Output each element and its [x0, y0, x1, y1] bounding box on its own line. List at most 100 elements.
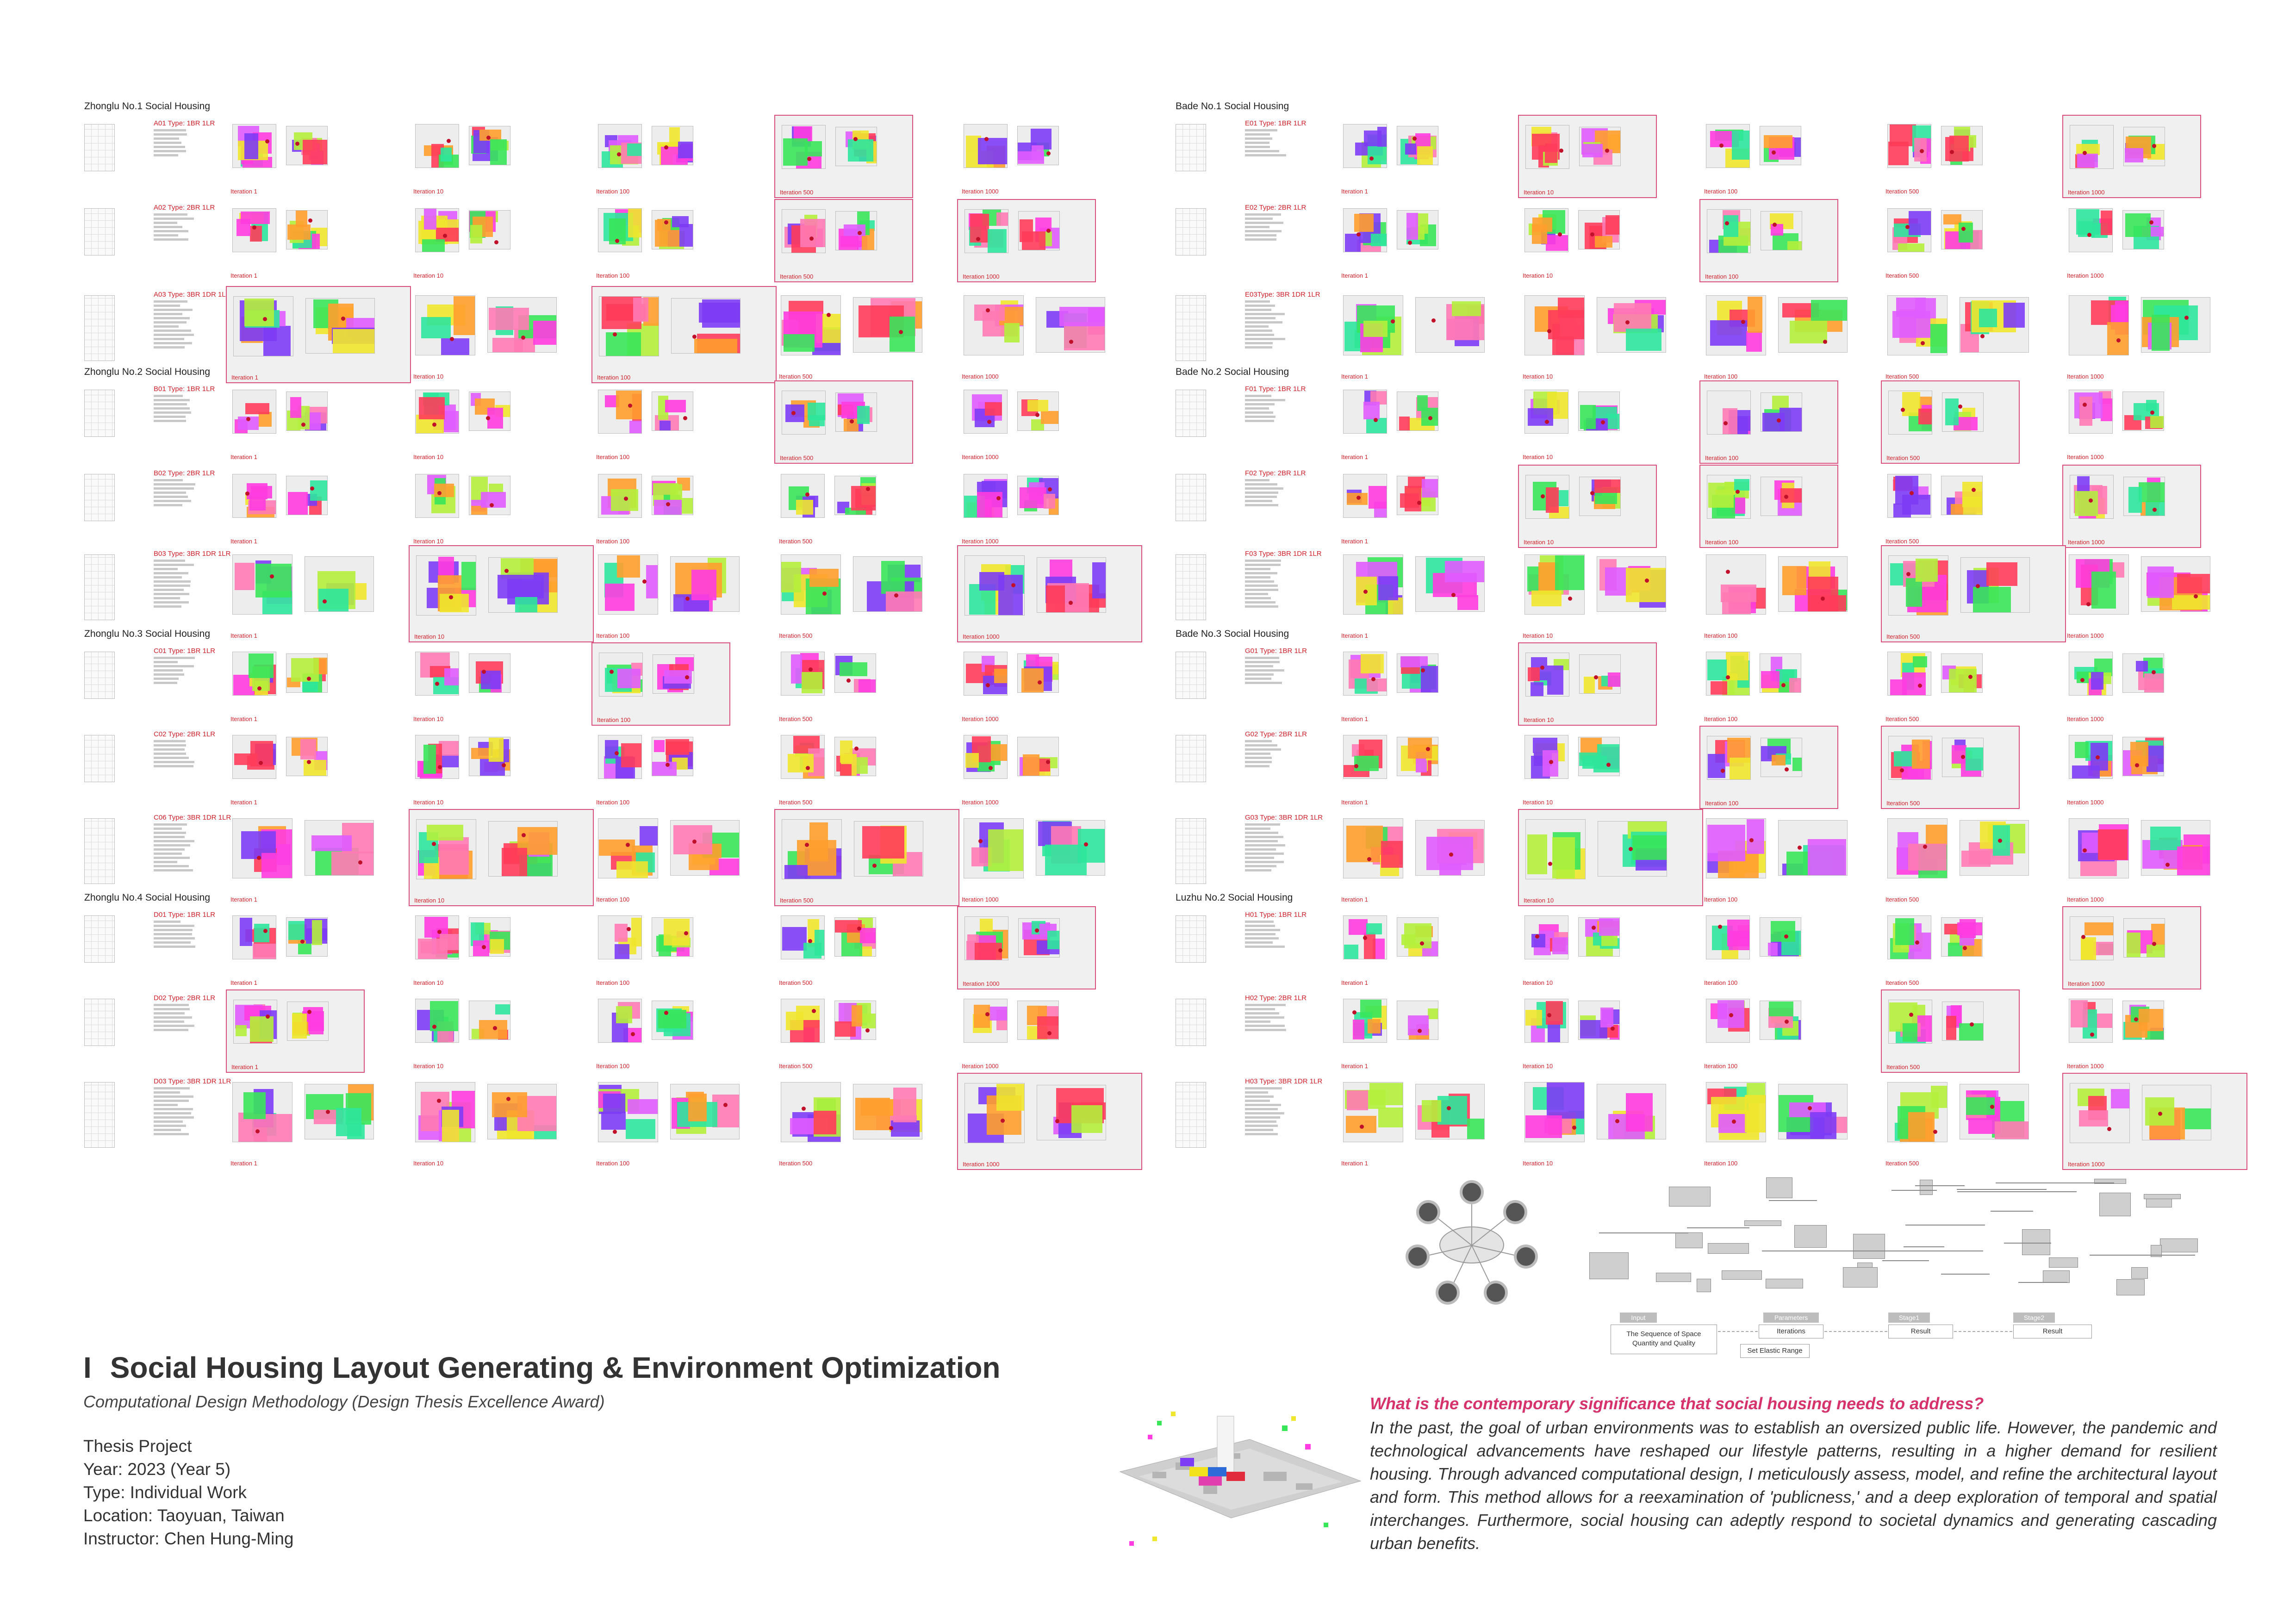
room-block — [1437, 1096, 1468, 1125]
iteration-cell-selected: Iteration 500 — [774, 809, 959, 906]
room-block — [672, 216, 689, 228]
iteration-label: Iteration 100 — [597, 374, 631, 381]
room-block — [234, 753, 258, 765]
unit-specs-lines — [1245, 1087, 1324, 1135]
floor-plan — [652, 1001, 693, 1040]
floor-plan — [1578, 210, 1620, 249]
room-block — [287, 224, 311, 240]
floor-plan — [1960, 557, 2030, 613]
room-block — [1467, 1119, 1484, 1139]
unit-type-thumbnail — [1176, 474, 1206, 521]
floor-plan — [232, 124, 276, 168]
room-block — [2100, 210, 2112, 236]
node-dot — [805, 492, 809, 497]
iteration-label: Iteration 10 — [1524, 189, 1554, 196]
node-dot — [1590, 491, 1595, 496]
room-block — [1545, 235, 1568, 251]
floor-plan — [1579, 654, 1621, 694]
flow-input-box: The Sequence of Space Quantity and Quali… — [1611, 1325, 1717, 1354]
iteration-cell: Iteration 500 — [1881, 199, 2020, 282]
iteration-label: Iteration 10 — [1524, 716, 1554, 723]
node-dot — [1035, 412, 1040, 417]
iteration-cell: Iteration 10 — [1518, 199, 1657, 282]
room-block — [2125, 148, 2143, 163]
room-block — [860, 927, 876, 944]
page-title: I Social Housing Layout Generating & Envi… — [83, 1350, 1001, 1385]
node-dot — [1772, 150, 1776, 155]
script-wire — [1882, 1260, 1929, 1261]
iteration-cell: Iteration 500 — [774, 465, 913, 548]
node-dot — [894, 593, 899, 597]
iteration-cell: Iteration 1000 — [957, 115, 1096, 198]
floor-plan — [598, 735, 642, 779]
iteration-label: Iteration 10 — [1524, 539, 1554, 546]
room-block — [1552, 837, 1575, 878]
floor-plan — [964, 916, 1008, 960]
node-dot — [615, 238, 620, 243]
node-dot — [1958, 404, 1962, 409]
floor-plan — [1778, 820, 1848, 876]
floor-plan — [1017, 737, 1059, 776]
floor-plan — [2122, 653, 2164, 693]
node-dot — [612, 1129, 617, 1134]
floor-plan — [2141, 297, 2210, 353]
iteration-cell: Iteration 100 — [591, 989, 730, 1073]
node-dot — [872, 863, 877, 868]
floor-plan — [1706, 295, 1766, 355]
room-block — [1945, 398, 1959, 425]
unit-type-thumbnail — [1176, 652, 1206, 699]
computational-diagram: Input Parameters Stage1 Stage2 The Seque… — [1406, 1166, 2221, 1370]
unit-type-info: B02 Type: 2BR 1LR — [154, 469, 232, 508]
room-block — [858, 679, 876, 692]
room-block — [1353, 1019, 1364, 1039]
room-block — [1902, 392, 1920, 417]
node-dot — [255, 1129, 260, 1134]
node-dot — [1549, 760, 1554, 765]
node-dot — [1998, 838, 2003, 843]
room-block — [1747, 819, 1764, 854]
room-block — [1354, 756, 1379, 772]
iteration-label: Iteration 1 — [230, 454, 257, 460]
room-block — [515, 597, 538, 612]
unit-type-info: B03 Type: 3BR 1DR 1LR — [154, 550, 232, 610]
room-block — [331, 851, 373, 875]
script-wire — [1891, 1190, 1937, 1191]
room-block — [633, 297, 648, 322]
floor-plan — [1524, 295, 1585, 355]
node-dot — [265, 1014, 270, 1019]
room-block — [1546, 487, 1559, 513]
room-block — [2150, 416, 2164, 428]
floor-plan — [781, 474, 825, 518]
room-block — [1040, 411, 1058, 424]
floor-plan — [487, 297, 557, 353]
floor-plan — [1343, 735, 1387, 779]
floor-plan — [1888, 391, 1932, 435]
unit-type-info: D03 Type: 3BR 1DR 1LR — [154, 1077, 232, 1137]
iteration-label: Iteration 100 — [1705, 800, 1739, 807]
floor-plan — [2069, 652, 2113, 696]
node-dot — [642, 579, 647, 584]
floor-plan — [415, 295, 475, 355]
floor-plan — [835, 392, 877, 432]
housing-project-title: Zhonglu No.1 Social Housing — [84, 101, 210, 112]
floor-plan — [415, 208, 459, 252]
node-dot — [666, 502, 670, 507]
node-dot — [866, 486, 871, 491]
iteration-label: Iteration 100 — [1704, 896, 1738, 903]
projects-grid: Zhonglu No.1 Social Housing A01 Type: 1BR… — [84, 101, 2247, 1170]
iteration-label: Iteration 1000 — [2067, 632, 2104, 639]
room-block — [1346, 1115, 1376, 1133]
node-dot — [1540, 665, 1545, 670]
floor-plan — [1524, 1082, 1585, 1142]
room-block — [1059, 306, 1105, 327]
node-dot — [2184, 316, 2189, 320]
room-block — [2076, 209, 2099, 235]
floor-plan — [1525, 653, 1569, 697]
floor-plan — [652, 126, 693, 165]
node-dot — [1001, 1118, 1005, 1123]
script-wire — [1905, 1224, 1985, 1226]
room-block — [784, 334, 815, 352]
unit-type-info: A03 Type: 3BR 1DR 1LR — [154, 291, 232, 350]
room-block — [1745, 1095, 1766, 1132]
room-block — [1905, 578, 1923, 607]
